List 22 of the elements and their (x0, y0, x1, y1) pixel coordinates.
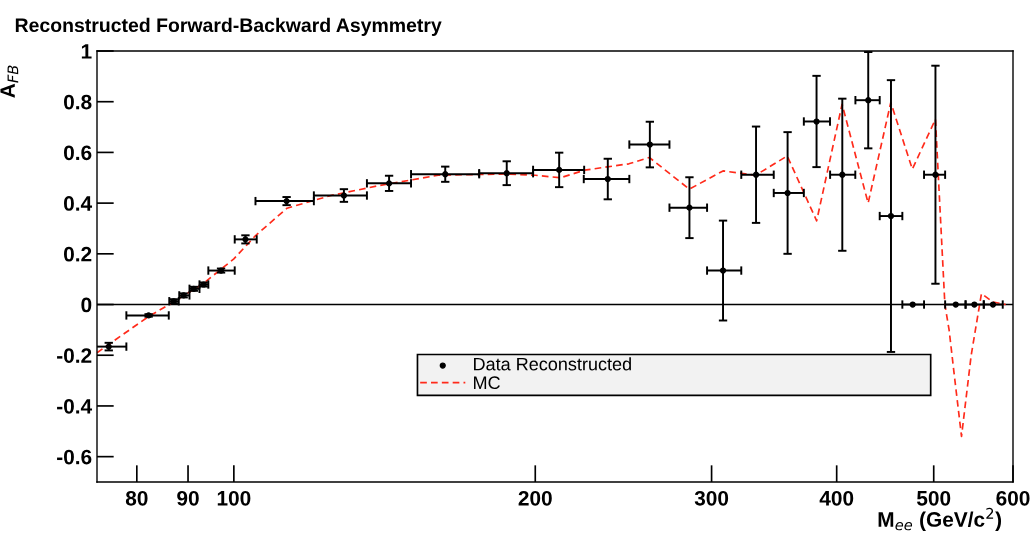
y-tick-label: -0.6 (57, 449, 92, 465)
y-tick-label: 0.4 (64, 196, 93, 211)
legend-label: MC (474, 376, 500, 390)
y-tick-label: 0.6 (64, 145, 92, 161)
y-tick-label: 0 (81, 297, 92, 313)
x-tick-label: 80 (125, 490, 148, 506)
x-tick-label: 400 (819, 490, 854, 506)
y-axis-title: A$_{FB}$ (0, 65, 19, 98)
y-tick-label: 0.8 (64, 94, 92, 110)
y-tick-label: -0.2 (57, 348, 92, 363)
y-tick-label: 0.2 (64, 246, 92, 262)
x-axis-title: M$_{ee}$ (GeV/c$^{2}$) (878, 507, 1002, 531)
y-tick-label: -0.4 (57, 398, 93, 414)
x-tick-label: 500 (916, 490, 951, 506)
chart-title: Reconstructed Forward-Backward Asymmetry (15, 17, 442, 36)
x-tick-label: 300 (694, 490, 729, 506)
legend-label: Data Reconstructed (474, 357, 631, 371)
y-tick-label: 1 (81, 44, 92, 59)
x-tick-label: 90 (177, 490, 199, 506)
x-tick-label: 100 (217, 490, 251, 506)
x-tick-label: 600 (996, 490, 1030, 506)
x-tick-label: 200 (518, 490, 552, 506)
